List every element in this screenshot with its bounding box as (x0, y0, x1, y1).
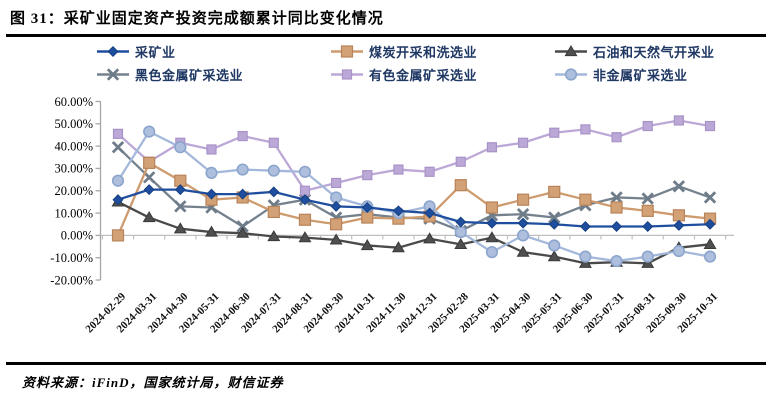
y-axis: -20.00% -10.00% 0.00% 10.00% 20.00% 30.00% 40.… (50, 95, 102, 287)
svg-text:50.00%: 50.00% (54, 117, 93, 131)
legend-item-ferrous: 黑色金属矿采选业 (96, 66, 244, 83)
svg-text:20.00%: 20.00% (54, 184, 93, 198)
svg-text:0.00%: 0.00% (61, 229, 93, 243)
legend-label-nonferrous: 有色金属矿采选业 (369, 67, 478, 83)
figure-title: 图 31：采矿业固定资产投资完成额累计同比变化情况 (10, 11, 384, 27)
series-nonmetal (111, 125, 717, 268)
legend-marker-oil-gas-icon (555, 44, 587, 56)
legend-marker-mining-icon (97, 45, 129, 57)
legend-item-oil-gas: 石油和天然气开采业 (554, 43, 715, 60)
series-ferrous (111, 141, 717, 238)
svg-text:40.00%: 40.00% (54, 139, 93, 153)
svg-text:10.00%: 10.00% (54, 206, 93, 220)
legend-item-nonferrous: 有色金属矿采选业 (330, 66, 478, 83)
title-divider (6, 34, 766, 37)
legend-item-nonmetal: 非金属矿采选业 (554, 66, 688, 83)
svg-text:-10.00%: -10.00% (50, 251, 93, 265)
legend-item-coal: 煤炭开采和洗选业 (330, 43, 478, 60)
legend-marker-nonferrous-icon (331, 68, 363, 80)
series-mining (112, 184, 716, 232)
legend-item-mining: 采矿业 (96, 43, 176, 60)
series-nonferrous (112, 115, 716, 196)
legend-label-nonmetal: 非金属矿采选业 (593, 67, 688, 83)
svg-text:30.00%: 30.00% (54, 162, 93, 176)
legend-marker-nonmetal-icon (555, 67, 587, 81)
legend-label-coal: 煤炭开采和洗选业 (369, 44, 478, 60)
svg-text:-20.00%: -20.00% (50, 273, 93, 287)
legend-label-ferrous: 黑色金属矿采选业 (135, 67, 244, 83)
x-axis: 2024-02-292024-03-312024-04-302024-05-31… (83, 234, 734, 335)
source-note: 资料来源：iFinD，国家统计局，财信证券 (22, 375, 284, 390)
legend-marker-ferrous-icon (97, 67, 129, 81)
legend-label-oil-gas: 石油和天然气开采业 (593, 44, 715, 60)
line-chart: -20.00% -10.00% 0.00% 10.00% 20.00% 30.00% 40.… (50, 95, 734, 335)
footer-divider (6, 362, 766, 365)
legend-label-mining: 采矿业 (135, 44, 176, 60)
legend-marker-coal-icon (331, 44, 363, 58)
svg-text:60.00%: 60.00% (54, 95, 93, 109)
